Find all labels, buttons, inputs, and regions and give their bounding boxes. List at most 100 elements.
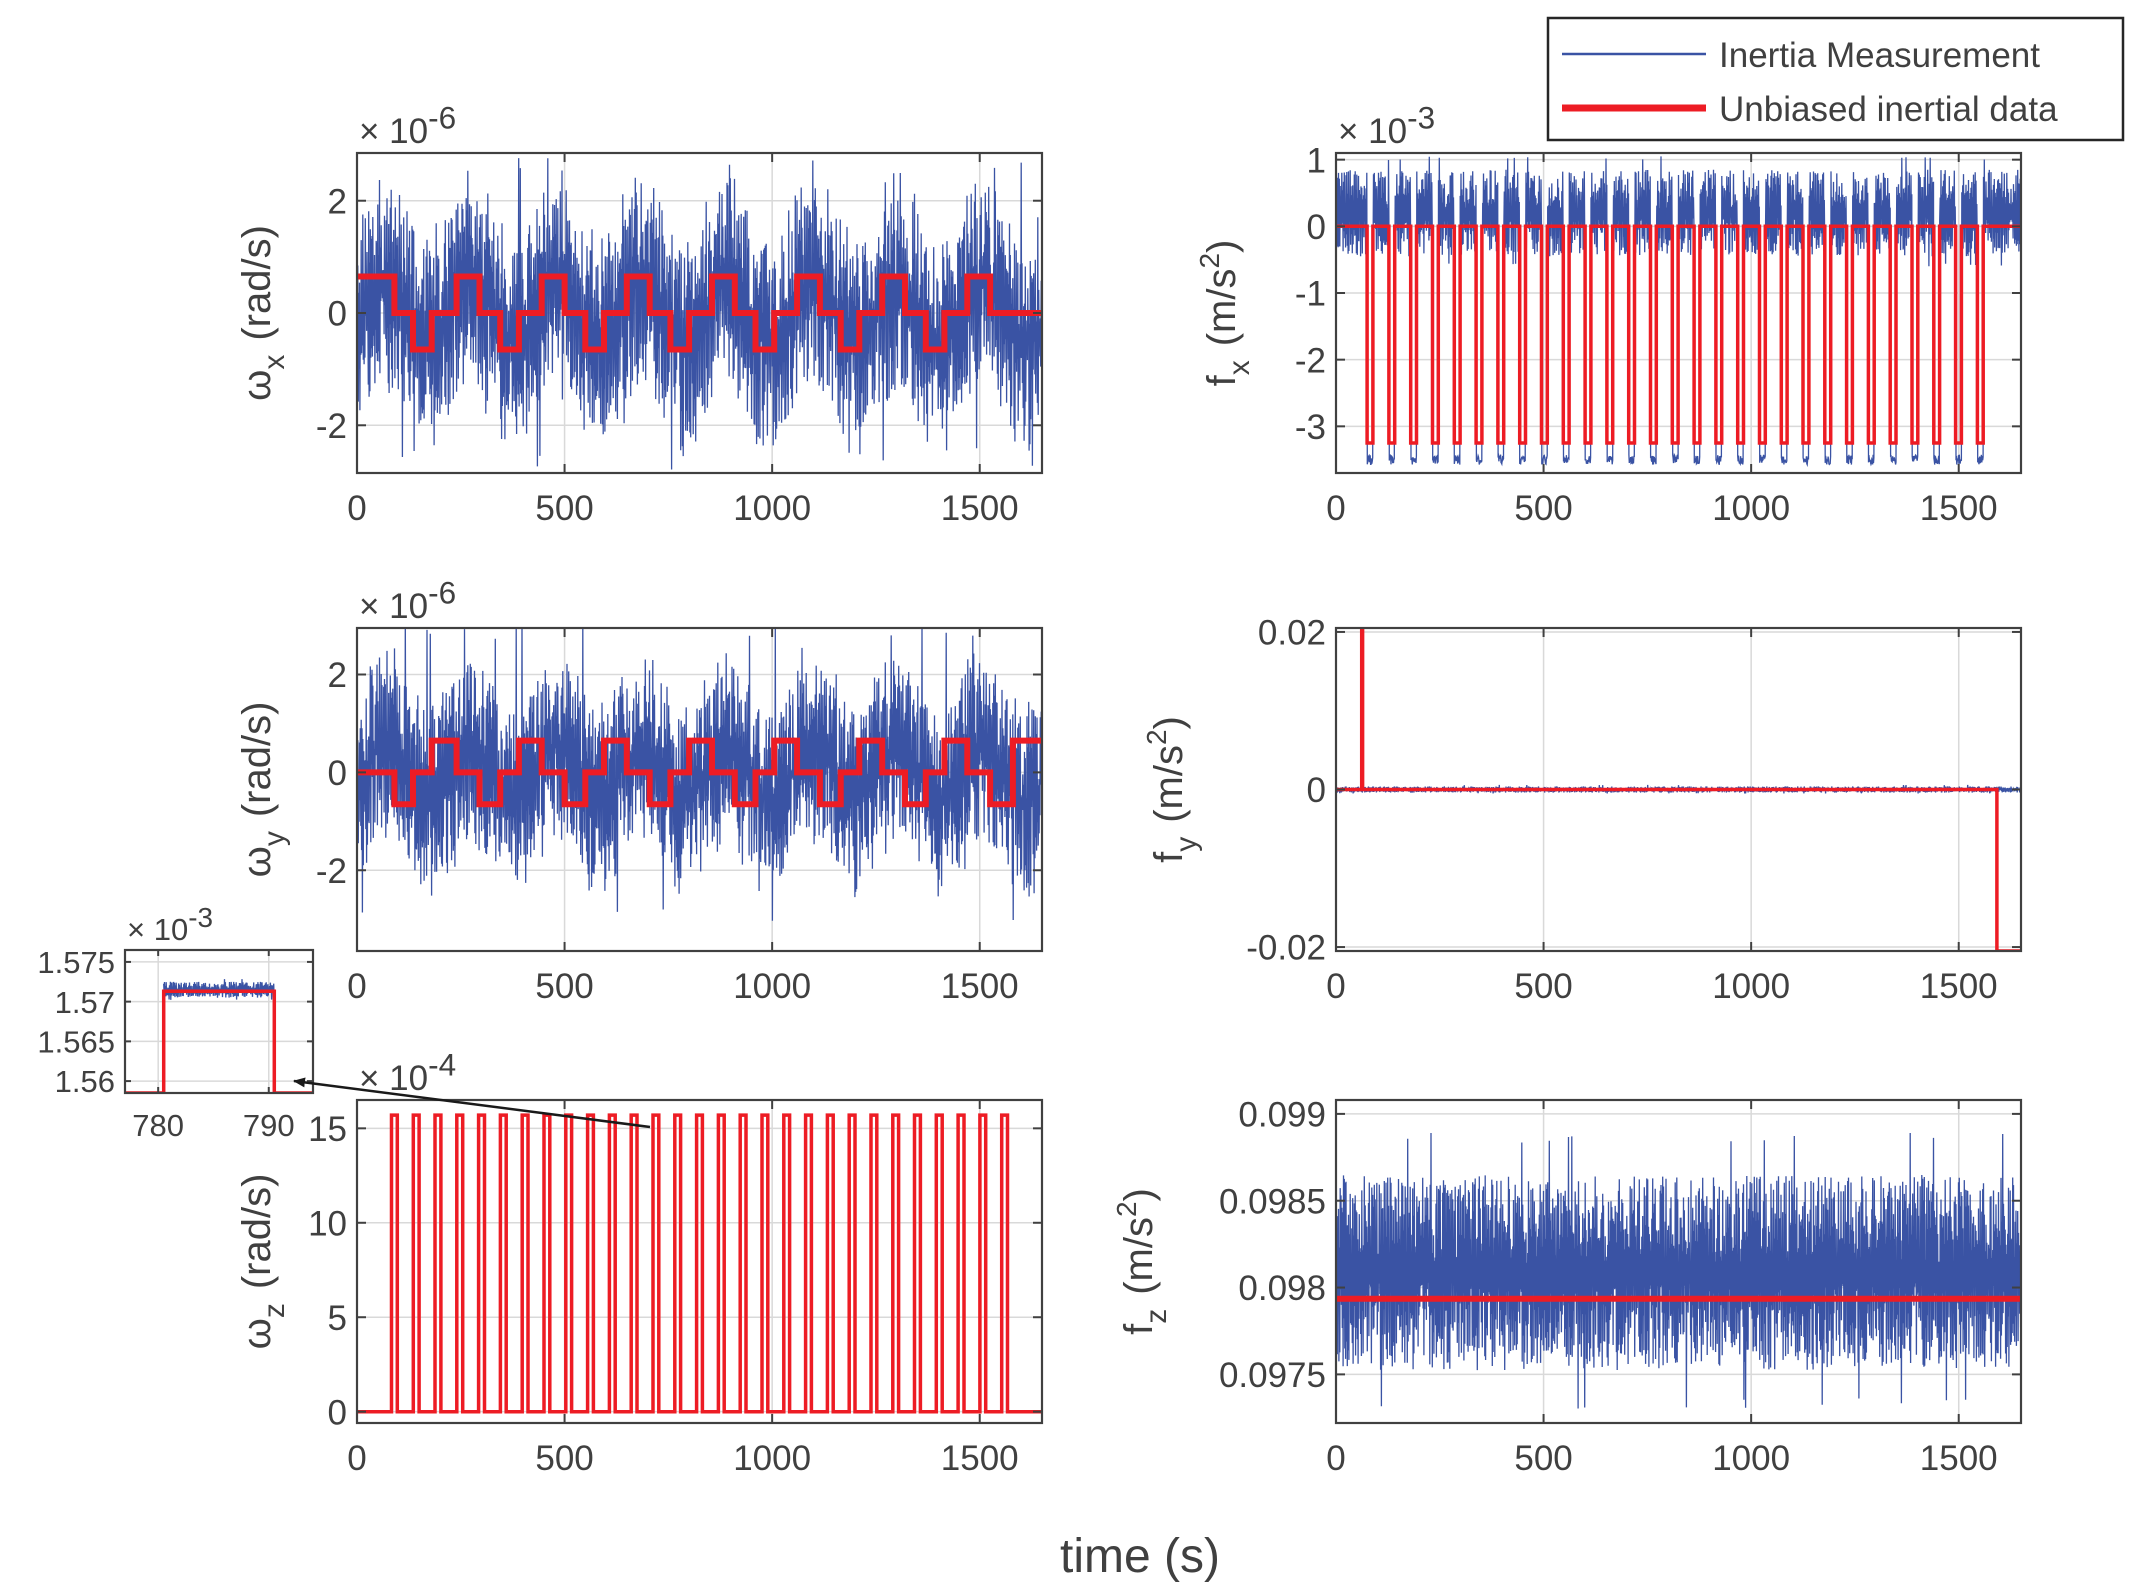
y-tick-label: 1.56 <box>55 1064 115 1099</box>
y-tick-label: -1 <box>1295 275 1326 314</box>
x-tick-label: 790 <box>243 1108 295 1143</box>
series-group-wz <box>357 1113 1042 1414</box>
x-tick-label: 0 <box>1326 489 1345 528</box>
axes-frame-fz <box>1334 1098 2023 1425</box>
x-tick-label: 1000 <box>1712 967 1790 1006</box>
x-tick-label: 1500 <box>941 967 1019 1006</box>
y-tick-label: 15 <box>308 1110 347 1149</box>
x-tick-label: 780 <box>132 1108 184 1143</box>
legend-label-unbiased: Unbiased inertial data <box>1719 90 2058 129</box>
y-tick-label: 0 <box>328 295 347 334</box>
x-tick-label: 500 <box>1514 1439 1572 1478</box>
series-group-inset <box>125 979 313 1093</box>
y-axis-label-fz: fz(m/s2) <box>1111 1188 1173 1335</box>
y-tick-label: 0.02 <box>1258 614 1326 653</box>
y-axis-label-wy: ωy(rad/s) <box>235 702 291 878</box>
x-tick-label: 1500 <box>1920 489 1998 528</box>
y-tick-label: 0 <box>1307 208 1326 247</box>
series-group-fz <box>1336 1132 2021 1409</box>
y-tick-label: 0 <box>1307 771 1326 810</box>
axes-frame-wy <box>355 626 1044 953</box>
panel-wx: 0 500 1000 1500 -2 0 2 × 10-6 ωx(rad/s) <box>235 99 1044 528</box>
x-tick-label: 500 <box>1514 967 1572 1006</box>
y-tick-label: -2 <box>316 852 347 891</box>
x-tick-label: 1000 <box>733 967 811 1006</box>
y-tick-label: 1.57 <box>55 985 115 1020</box>
x-tick-label: 500 <box>1514 489 1572 528</box>
x-tick-label: 1500 <box>941 489 1019 528</box>
y-tick-label: -2 <box>316 407 347 446</box>
x-tick-label: 1500 <box>1920 967 1998 1006</box>
panel-fz: 0 500 1000 1500 0.0975 0.098 0.0985 0.099 fz(m/s… <box>1111 1095 2023 1478</box>
legend-box <box>1546 16 2125 142</box>
plot-area-inset <box>125 950 313 1093</box>
y-tick-label: 5 <box>328 1299 347 1338</box>
series-unbiased-wy <box>357 737 1042 808</box>
y-tick-label: 1.565 <box>37 1025 115 1060</box>
axes-frame-wz <box>355 1098 1044 1425</box>
zoom-arrow <box>293 1077 651 1129</box>
y-tick-label: 2 <box>328 656 347 695</box>
y-axis-label-fy: fy(m/s2) <box>1141 716 1203 863</box>
series-group-fy <box>1336 628 2021 951</box>
y-tick-label: 0.0975 <box>1219 1356 1326 1395</box>
panel-wy: 0 500 1000 1500 -2 0 2 × 10-6 ωy(rad/s) <box>235 574 1044 1006</box>
axes-frame-inset <box>123 948 315 1095</box>
x-tick-label: 500 <box>535 1439 593 1478</box>
series-group-fx <box>1336 156 2021 468</box>
x-tick-label: 0 <box>1326 967 1345 1006</box>
x-axis-label: time (s) <box>1060 1530 1220 1583</box>
series-group-wx <box>357 158 1042 470</box>
plot-area-wz <box>357 1100 1042 1423</box>
series-measurement-wx <box>357 158 1042 470</box>
series-measurement-fx <box>1336 156 2021 468</box>
y-axis-label-wx: ωx(rad/s) <box>235 225 291 401</box>
y-tick-label: 0 <box>328 754 347 793</box>
panel-wz: 0 500 1000 1500 0 5 10 15 × 10-4 ωz(rad/s) <box>235 1046 1044 1478</box>
x-tick-label: 1000 <box>1712 1439 1790 1478</box>
y-axis-label-wz: ωz(rad/s) <box>235 1174 291 1350</box>
x-tick-label: 1000 <box>1712 489 1790 528</box>
legend: Inertia Measurement Unbiased inertial da… <box>1546 16 2125 142</box>
series-unbiased-wz <box>357 1113 1042 1414</box>
panel-inset: 780 790 1.56 1.565 1.57 1.575 × 10-3 <box>37 902 315 1143</box>
y-tick-label: 10 <box>308 1204 347 1243</box>
series-measurement-wy <box>357 628 1042 921</box>
exponent-label-inset: × 10-3 <box>127 902 213 947</box>
y-tick-label: -0.02 <box>1246 929 1326 968</box>
x-tick-label: 1000 <box>733 489 811 528</box>
x-tick-label: 500 <box>535 967 593 1006</box>
series-group-wy <box>357 628 1042 921</box>
exponent-label-fx: × 10-3 <box>1338 99 1435 151</box>
x-tick-label: 500 <box>535 489 593 528</box>
y-tick-label: 0 <box>328 1393 347 1432</box>
y-tick-label: -3 <box>1295 408 1326 447</box>
y-tick-label: 0.098 <box>1238 1269 1326 1308</box>
y-tick-label: 2 <box>328 182 347 221</box>
x-tick-label: 0 <box>1326 1439 1345 1478</box>
series-unbiased-fy <box>1336 628 2021 951</box>
y-tick-label: 1 <box>1307 141 1326 180</box>
y-tick-label: -2 <box>1295 341 1326 380</box>
series-unbiased-inset <box>125 989 313 1093</box>
legend-label-measurement: Inertia Measurement <box>1719 36 2040 75</box>
exponent-label-wy: × 10-6 <box>359 574 456 626</box>
x-tick-label: 0 <box>347 967 366 1006</box>
y-tick-label: 0.0985 <box>1219 1182 1326 1221</box>
x-tick-label: 1000 <box>733 1439 811 1478</box>
series-unbiased-fx <box>1336 224 2021 445</box>
y-tick-label: 1.575 <box>37 945 115 980</box>
exponent-label-wz: × 10-4 <box>359 1046 456 1098</box>
series-unbiased-wx <box>357 273 1042 353</box>
series-measurement-fz <box>1336 1132 2021 1409</box>
exponent-label-wx: × 10-6 <box>359 99 456 151</box>
y-axis-label-fx: fx(m/s2) <box>1194 240 1256 387</box>
x-tick-label: 0 <box>347 1439 366 1478</box>
x-tick-label: 1500 <box>941 1439 1019 1478</box>
x-tick-label: 0 <box>347 489 366 528</box>
x-tick-label: 1500 <box>1920 1439 1998 1478</box>
panel-fx: 0 500 1000 1500 -3 -2 -1 0 1 × 10-3 fx(m/s2) <box>1194 99 2023 528</box>
y-tick-label: 0.099 <box>1238 1095 1326 1134</box>
